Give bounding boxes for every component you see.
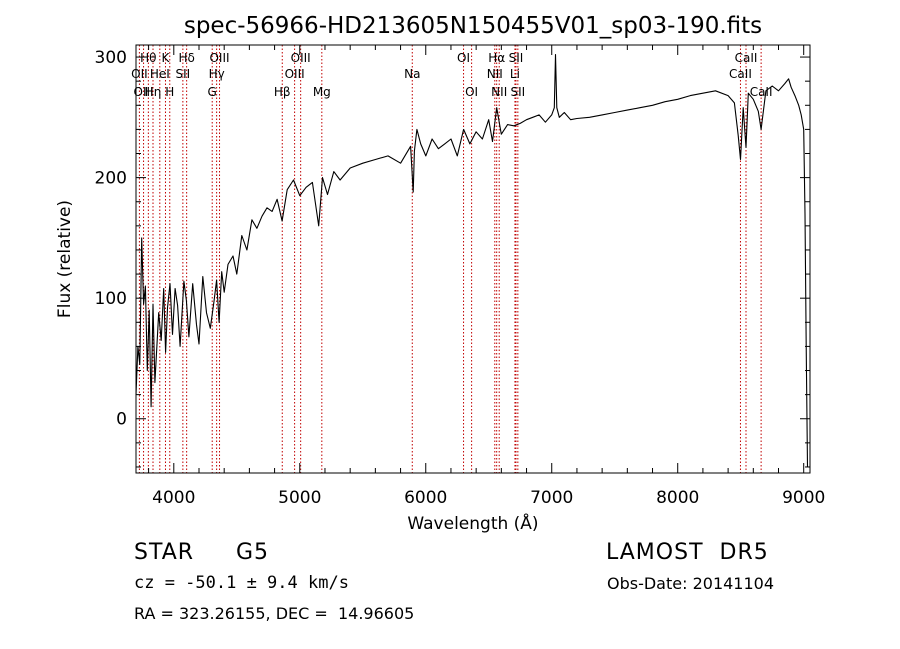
line-label-5: K [162,51,171,65]
line-label-6: H [165,85,174,99]
line-label-7: SII [176,67,191,81]
line-label-0: Hθ [140,51,156,65]
obs-date: Obs-Date: 20141104 [607,574,775,593]
spectrum-series-line [135,54,809,468]
line-label-2: OIII [134,85,154,99]
line-label-16: Na [404,67,420,81]
line-label-25: CaII [729,67,752,81]
line-label-15: Mg [313,85,331,99]
y-tick-label-0: 0 [116,410,127,430]
y-axis: 0 100 200 300 [95,48,810,468]
x-tick-label-8000: 8000 [656,488,699,508]
line-label-17: OI [457,51,470,65]
line-label-4: HeI [150,67,170,81]
y-tick-label-200: 200 [95,169,127,189]
line-label-26: CaII [735,51,758,65]
line-label-1: OII [131,67,148,81]
subclass: G5 [236,540,270,565]
redshift-cz: cz = -50.1 ± 9.4 km/s [134,573,349,593]
survey-name: LAMOST DR5 [606,540,769,565]
y-tick-label-300: 300 [95,48,127,68]
line-label-23: SII [509,51,524,65]
y-tick-label-100: 100 [95,289,127,309]
line-label-3: Hη [145,85,162,99]
line-label-10: Hγ [209,67,225,81]
spectral-line-labels: HθOIIOIIIHηHeIKHSIIHδGHγOIIIHβOIIIOIIIMg… [131,51,772,99]
x-tick-label-4000: 4000 [152,488,195,508]
line-label-18: OI [465,85,478,99]
x-tick-label-9000: 9000 [782,488,825,508]
spectral-line-markers [138,45,762,473]
x-tick-label-6000: 6000 [404,488,447,508]
x-tick-label-7000: 7000 [530,488,573,508]
line-label-11: OIII [209,51,229,65]
x-axis: 4000 5000 6000 7000 8000 9000 [148,45,825,508]
line-label-13: OIII [285,67,305,81]
line-label-22: Li [510,67,520,81]
line-label-12: Hβ [274,85,291,99]
object-type: STAR [134,540,195,565]
chart-title: spec-56966-HD213605N150455V01_sp03-190.f… [184,13,762,39]
line-label-19: NII [487,67,503,81]
coordinates: RA = 323.26155, DEC = 14.96605 [134,604,415,623]
line-label-8: Hδ [178,51,194,65]
y-axis-label: Flux (relative) [55,200,75,318]
line-label-24: SII [510,85,525,99]
x-tick-label-5000: 5000 [278,488,321,508]
plot-frame [135,44,811,474]
x-axis-label: Wavelength (Å) [407,512,538,534]
line-label-21: NII [491,85,507,99]
line-label-9: G [208,85,217,99]
line-label-20: Hα [488,51,505,65]
line-label-27: CaII [750,85,773,99]
line-label-14: OIII [291,51,311,65]
